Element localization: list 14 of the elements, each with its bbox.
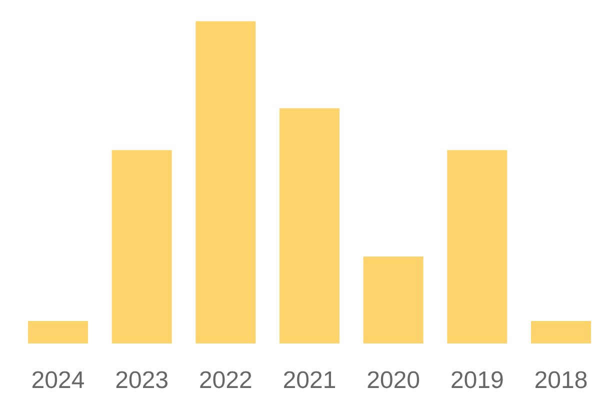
x-tick-label: 2020	[368, 371, 420, 388]
bar	[447, 150, 508, 344]
x-tick-label: 2024	[32, 371, 84, 388]
x-tick-label: 2022	[200, 371, 252, 388]
bar	[28, 320, 88, 344]
bar	[280, 108, 340, 344]
x-tick-label: 2018	[536, 371, 587, 388]
x-tick-label: 2023	[116, 371, 168, 388]
bar	[112, 150, 172, 344]
bar	[196, 21, 256, 344]
bar	[363, 256, 424, 344]
x-tick-label: 2019	[452, 371, 503, 388]
x-tick-label: 2021	[284, 371, 336, 388]
bar	[531, 320, 592, 344]
